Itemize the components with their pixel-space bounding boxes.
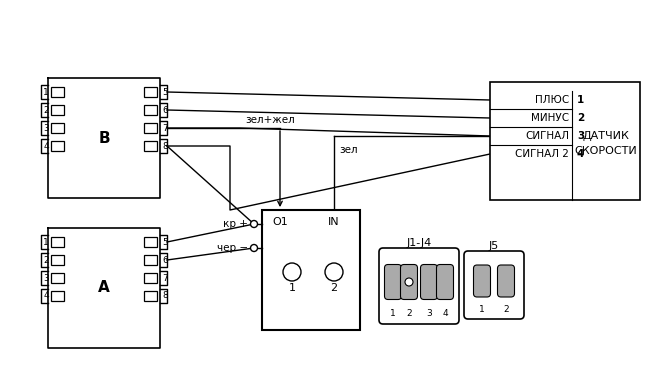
Circle shape [283,263,301,281]
Text: 1: 1 [577,95,584,105]
Text: 3: 3 [426,310,432,318]
FancyBboxPatch shape [421,264,437,300]
Text: 6: 6 [162,256,168,264]
FancyBboxPatch shape [436,264,454,300]
Text: 4: 4 [577,149,584,159]
FancyBboxPatch shape [400,264,417,300]
Bar [51,237,64,247]
Text: 4: 4 [442,310,448,318]
Bar [144,255,157,265]
Text: 1: 1 [390,310,396,318]
Bar [144,105,157,115]
Text: 7: 7 [162,124,168,132]
Bar [51,273,64,283]
Text: СКОРОСТИ: СКОРОСТИ [574,146,638,156]
Text: 2: 2 [577,113,584,123]
Text: 1: 1 [288,283,295,293]
Bar [144,237,157,247]
Bar [262,210,360,330]
Text: кр +: кр + [223,219,248,229]
FancyBboxPatch shape [497,265,514,297]
Text: зел+жел: зел+жел [245,115,295,125]
Text: J1-J4: J1-J4 [406,238,432,248]
Text: O1: O1 [272,217,288,227]
Text: 5: 5 [162,238,168,246]
Text: 4: 4 [44,291,49,301]
Circle shape [325,263,343,281]
Text: 3: 3 [577,131,584,141]
Text: СИГНАЛ: СИГНАЛ [525,131,569,141]
Bar [144,87,157,97]
Text: зел: зел [339,145,358,155]
FancyBboxPatch shape [473,265,490,297]
FancyBboxPatch shape [379,248,459,324]
Text: 8: 8 [162,291,168,301]
Text: 5: 5 [162,87,168,97]
Text: 1: 1 [43,238,49,246]
Bar [144,141,157,151]
Text: A: A [98,281,110,296]
Text: 8: 8 [162,142,168,151]
Text: СИГНАЛ 2: СИГНАЛ 2 [515,149,569,159]
Circle shape [250,244,258,251]
Text: 1: 1 [43,87,49,97]
Text: 3: 3 [43,273,49,283]
Bar [51,123,64,133]
Text: 4: 4 [44,142,49,151]
Text: 2: 2 [44,105,49,114]
Bar [51,87,64,97]
Bar [144,123,157,133]
Bar [144,291,157,301]
Text: J5: J5 [489,241,499,251]
Text: B: B [98,131,110,146]
Text: 2: 2 [44,256,49,264]
Bar [51,105,64,115]
Bar [51,291,64,301]
Text: 3: 3 [43,124,49,132]
Text: 2: 2 [331,283,338,293]
Bar [490,82,640,200]
Text: чер −: чер − [217,243,248,253]
Text: 2: 2 [406,310,412,318]
Bar [51,141,64,151]
Bar [144,273,157,283]
Text: 1: 1 [479,305,485,313]
Text: МИНУС: МИНУС [531,113,569,123]
Circle shape [405,278,413,286]
FancyBboxPatch shape [385,264,402,300]
Text: ДАТЧИК: ДАТЧИК [583,131,629,141]
Circle shape [250,221,258,228]
Text: ПЛЮС: ПЛЮС [535,95,569,105]
Text: 7: 7 [162,273,168,283]
FancyBboxPatch shape [464,251,524,319]
Text: IN: IN [328,217,340,227]
Text: 2: 2 [503,305,509,313]
Bar [51,255,64,265]
Text: 6: 6 [162,105,168,114]
